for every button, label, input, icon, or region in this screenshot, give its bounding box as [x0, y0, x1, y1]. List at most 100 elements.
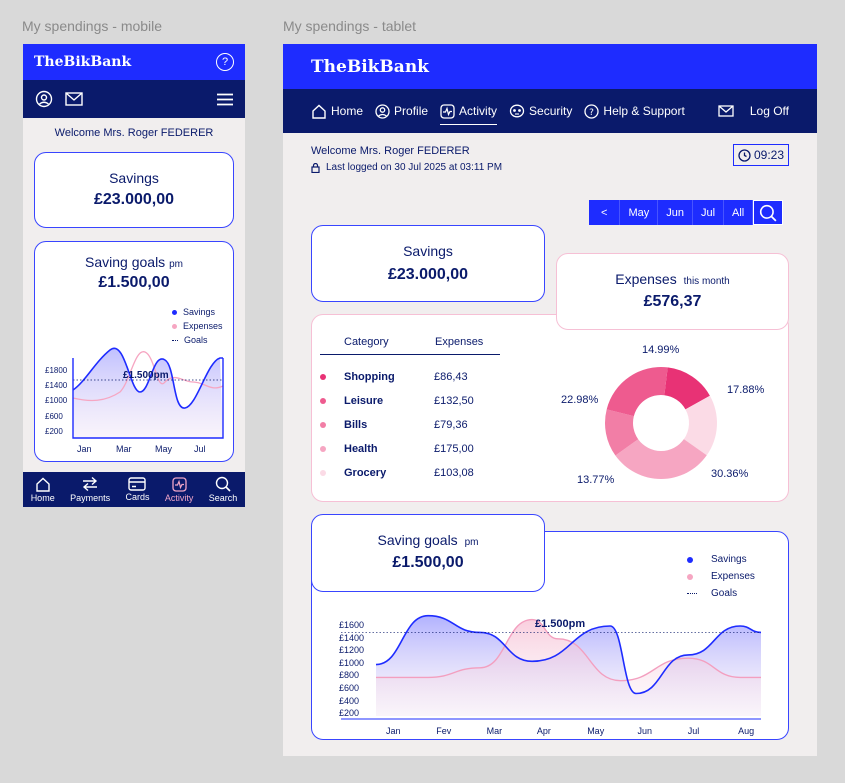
last-logged-text: Last logged on 30 Jul 2025 at 03:11 PM — [326, 162, 503, 173]
expenses-card: Expenses this month £576,37 — [556, 253, 789, 330]
nav-label: Help & Support — [603, 104, 685, 118]
brand-logo[interactable]: TheBikBank — [34, 54, 132, 70]
nav-home[interactable]: Home — [311, 89, 363, 133]
mobile-area-chart — [72, 347, 224, 439]
x-tick-label: Aug — [738, 726, 755, 736]
table-row: Bills £79,36 — [320, 413, 500, 437]
saving-goals-unit: pm — [464, 537, 479, 548]
category-color-dot — [320, 422, 326, 428]
bottom-nav-label: Activity — [164, 492, 194, 503]
mobile-savings-area — [73, 348, 223, 438]
nav-label: Home — [331, 104, 364, 118]
bottom-nav-activity[interactable]: Activity — [164, 476, 194, 503]
mail-icon[interactable] — [65, 92, 83, 106]
table-row: Leisure £132,50 — [320, 389, 500, 413]
donut-slice-label: 30.36% — [711, 468, 749, 480]
category-name: Grocery — [344, 467, 387, 479]
saving-goals-title: Saving goals pm — [35, 254, 233, 270]
x-tick-label: Jun — [637, 726, 653, 736]
logoff-button[interactable]: Log Off — [749, 104, 789, 118]
nav-help-support[interactable]: ? Help & Support — [584, 89, 685, 133]
category-amount: £86,43 — [434, 371, 468, 383]
savings-value: £23.000,00 — [387, 266, 469, 283]
saving-goals-value: £1.500,00 — [98, 274, 170, 291]
y-tick-label: £1400 — [339, 632, 365, 643]
welcome-message: Welcome Mrs. Roger FEDERER — [54, 127, 214, 139]
bottom-nav-home[interactable]: Home — [31, 477, 55, 503]
bottom-nav-payments[interactable]: Payments — [70, 476, 110, 503]
help-icon[interactable]: ? — [216, 53, 234, 71]
nav-security[interactable]: Security — [509, 89, 572, 133]
nav-profile[interactable]: Profile — [375, 89, 428, 133]
x-tick-label: Jul — [194, 444, 206, 454]
filter-may[interactable]: May — [620, 200, 659, 225]
filter-jun[interactable]: Jun — [658, 200, 693, 225]
goal-label: £1.500pm — [535, 618, 586, 630]
y-tick-label: £200 — [339, 708, 360, 719]
lock-icon — [311, 162, 320, 173]
category-table-header: Category Expenses — [320, 336, 500, 355]
y-tick-label: £800 — [339, 670, 360, 681]
saving-goals-card: Saving goals pm £1.500,00 Savings Expens… — [34, 241, 234, 462]
legend-savings: Savings — [172, 305, 223, 319]
clock-icon — [738, 148, 751, 162]
profile-icon[interactable] — [35, 90, 53, 108]
tablet-nav: Home Profile Activity Security? Help & Suppo… — [283, 89, 817, 133]
x-tick-label: Mar — [116, 444, 132, 454]
brand-logo[interactable]: TheBikBank — [311, 56, 429, 77]
bottom-nav-label: Home — [30, 492, 55, 503]
mobile-axis-frame — [72, 358, 224, 439]
saving-goals-unit: pm — [169, 259, 183, 270]
bottom-nav-search[interactable]: Search — [209, 476, 237, 503]
table-row: Health £175,00 — [320, 437, 500, 461]
mobile-expenses-area — [72, 351, 224, 402]
nav-activity[interactable]: Activity — [440, 89, 498, 133]
x-tick-label: Mar — [486, 726, 503, 736]
bottom-nav-cards[interactable]: Cards — [125, 477, 150, 502]
savings-title: Savings — [403, 243, 453, 259]
y-tick-label: £1200 — [339, 645, 365, 656]
tablet-screen: TheBikBank Home Profile Activity Security? H… — [283, 44, 817, 756]
category-color-dot — [320, 374, 326, 380]
activity-icon — [440, 103, 455, 119]
mobile-subheader — [23, 80, 245, 118]
category-name: Shopping — [344, 371, 395, 383]
savings-card: Savings £23.000,00 — [311, 225, 545, 302]
y-tick-label: £1000 — [45, 396, 68, 406]
legend-expenses: Expenses — [172, 319, 223, 333]
welcome-message: Welcome Mrs. Roger FEDERER — [311, 145, 470, 157]
menu-icon[interactable] — [217, 93, 233, 106]
expenses-title: Expenses this month — [557, 271, 788, 287]
mail-icon[interactable] — [718, 105, 734, 117]
svg-text:?: ? — [590, 108, 595, 118]
transfer-icon — [81, 476, 99, 492]
donut-slice-label: 17.88% — [727, 384, 765, 396]
x-tick-label: Jan — [77, 444, 92, 454]
category-amount: £132,50 — [434, 395, 474, 407]
legend-goals: Goals — [687, 585, 755, 602]
expenses-qualifier: this month — [683, 276, 730, 287]
saving-goals-label: Saving goals — [85, 254, 166, 270]
filter-search-button[interactable] — [753, 200, 784, 225]
table-row: Grocery £103,08 — [320, 461, 500, 485]
filter-all[interactable]: All — [724, 200, 754, 225]
legend-goals: Goals — [172, 333, 223, 347]
mobile-header: TheBikBank ? — [23, 44, 245, 80]
mobile-frame-label: My spendings - mobile — [22, 18, 163, 34]
saving-goals-title: Saving goals pm — [312, 532, 544, 548]
security-icon — [509, 104, 525, 118]
y-tick-label: £1600 — [339, 620, 365, 630]
tablet-header: TheBikBank — [283, 44, 817, 89]
category-color-dot — [320, 446, 326, 452]
search-icon — [215, 476, 231, 492]
chart-legend: Savings Expenses Goals — [687, 551, 755, 602]
nav-label: Security — [529, 104, 573, 118]
category-name: Bills — [344, 419, 368, 431]
y-tick-label: £200 — [45, 426, 63, 436]
donut-slice-label: 14.99% — [642, 344, 680, 356]
filter-jul[interactable]: Jul — [693, 200, 725, 225]
x-tick-label: Fev — [436, 726, 452, 736]
saving-goals-value: £1.500,00 — [392, 554, 464, 571]
filter-previous[interactable]: < — [589, 200, 621, 225]
expenses-label: Expenses — [615, 271, 677, 287]
